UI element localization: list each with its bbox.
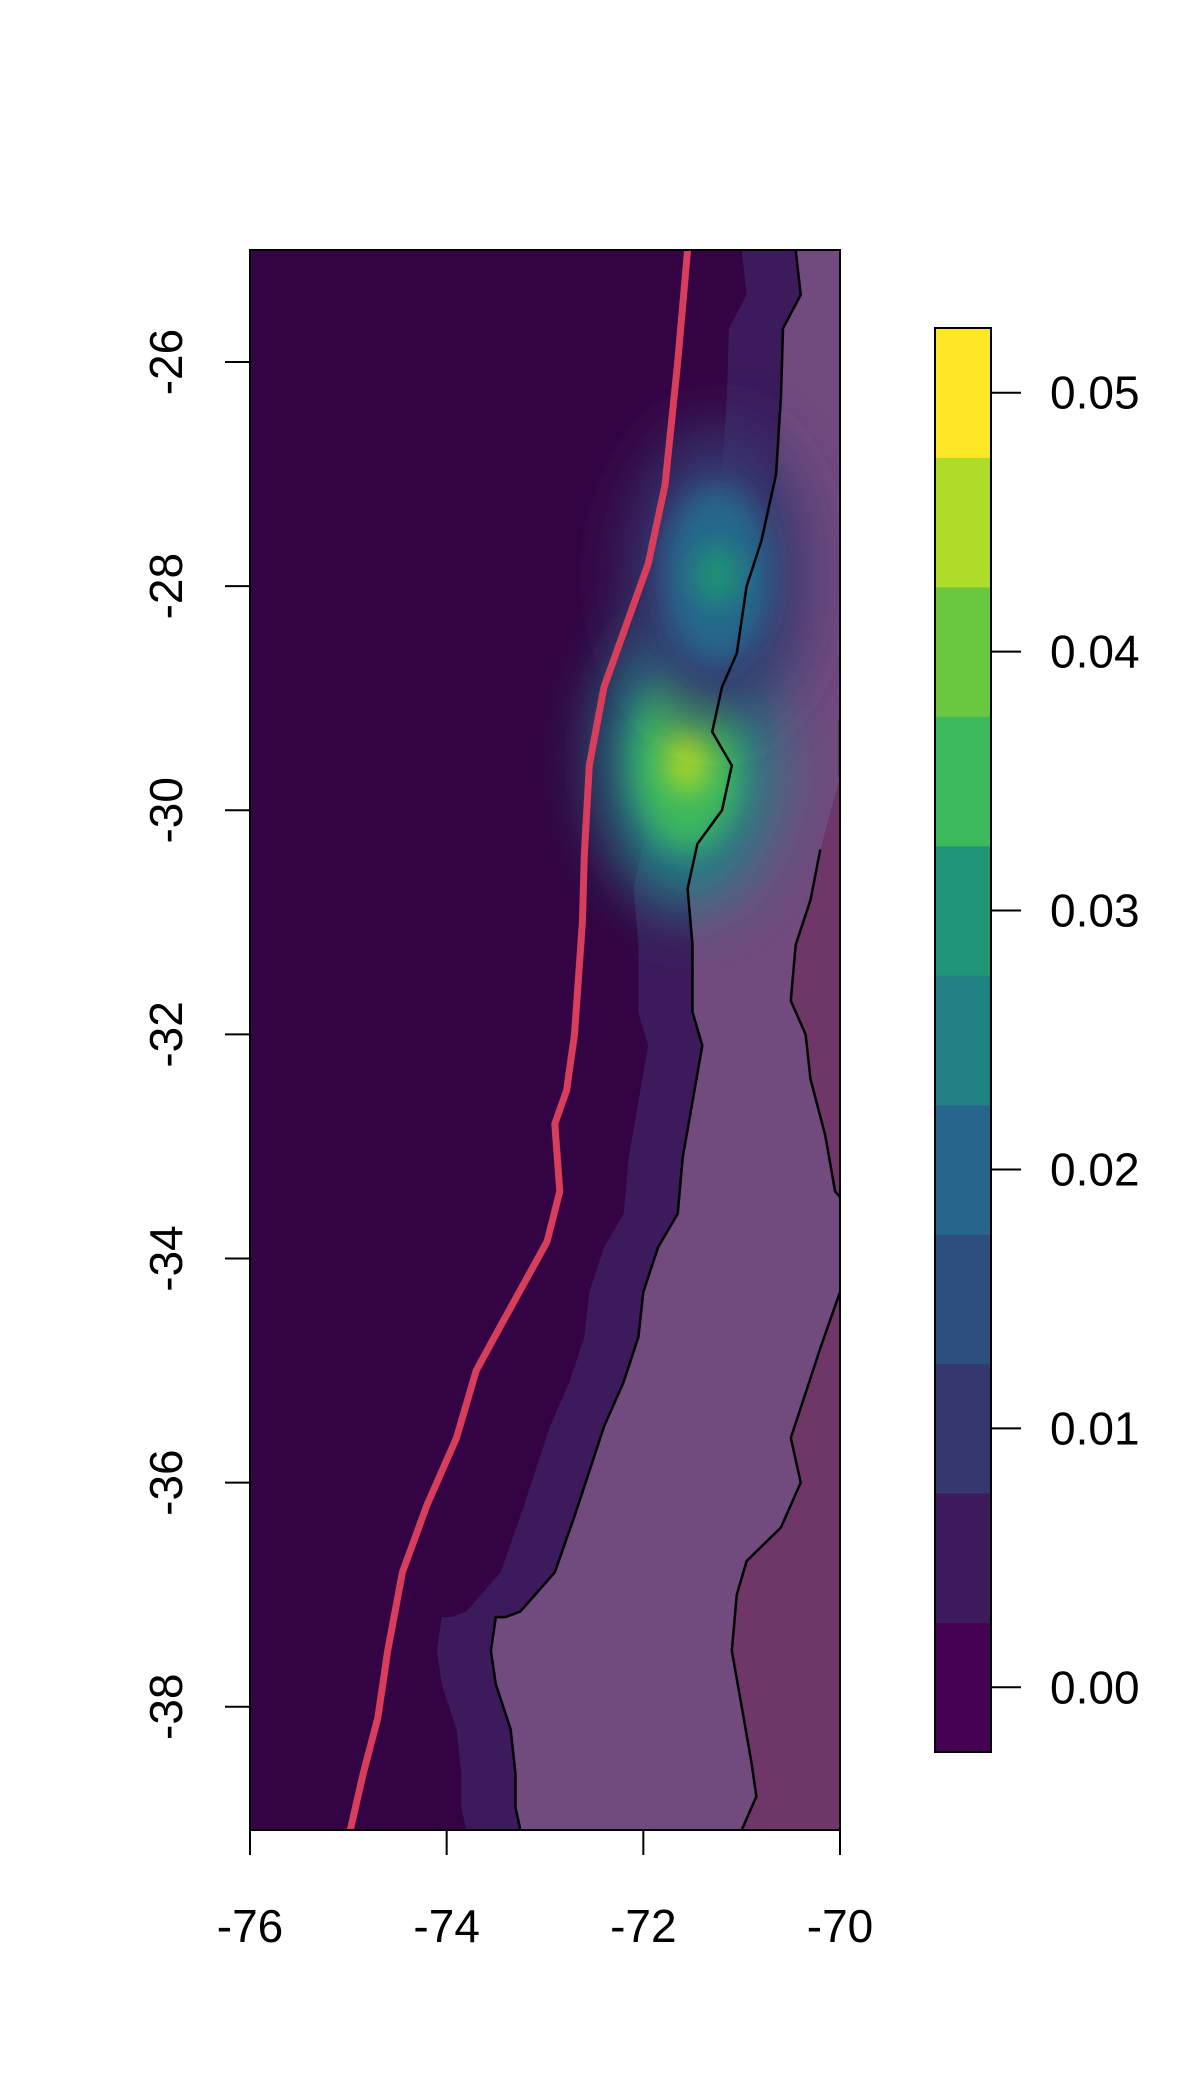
x-axis: -76 -74 -72 -70 (217, 1829, 873, 1952)
hotspot-peak (665, 727, 710, 792)
y-axis: -26 -28 -30 -32 -34 -36 -38 (140, 329, 250, 1740)
colorbar-swatch (935, 1363, 991, 1494)
y-tick-label: -26 (140, 329, 192, 395)
colorbar: 0.00 0.01 0.02 0.03 0.04 0.05 (934, 327, 1140, 1753)
y-tick-label: -38 (140, 1673, 192, 1739)
map-panel (250, 250, 840, 1830)
y-tick-label: -28 (140, 553, 192, 619)
colorbar-frame (934, 327, 992, 1753)
colorbar-swatch (935, 457, 991, 588)
colorbar-swatch (935, 845, 991, 976)
colorbar-swatch (935, 1104, 991, 1235)
y-tick-label: -30 (140, 777, 192, 843)
hotspot-peak (695, 542, 740, 607)
x-tick-label: -70 (807, 1900, 873, 1952)
colorbar-swatch (935, 1234, 991, 1365)
colorbar-tick-label: 0.01 (1050, 1402, 1140, 1454)
inland-region (731, 720, 840, 1830)
coastline (489, 250, 802, 1830)
colorbar-swatch (935, 586, 991, 717)
border-line (730, 720, 840, 1830)
colorbar-tick-label: 0.05 (1050, 367, 1140, 419)
colorbar-swatch (935, 328, 991, 458)
x-tick-label: -74 (413, 1900, 479, 1952)
y-tick-label: -34 (140, 1225, 192, 1291)
colorbar-swatch (935, 716, 991, 847)
y-tick-label: -36 (140, 1449, 192, 1515)
x-tick-label: -72 (610, 1900, 676, 1952)
trench-line (346, 250, 692, 1830)
colorbar-tick-label: 0.00 (1050, 1661, 1140, 1713)
colorbar-swatch (935, 975, 991, 1106)
colorbar-swatch (935, 1622, 991, 1753)
colorbar-swatch (935, 1493, 991, 1624)
colorbar-tick-label: 0.04 (1050, 626, 1140, 678)
colorbar-tick-label: 0.03 (1050, 885, 1140, 937)
colorbar-tick-label: 0.02 (1050, 1143, 1140, 1195)
x-tick-label: -76 (217, 1900, 283, 1952)
probability-hotspots (597, 424, 808, 910)
y-tick-label: -32 (140, 1001, 192, 1067)
